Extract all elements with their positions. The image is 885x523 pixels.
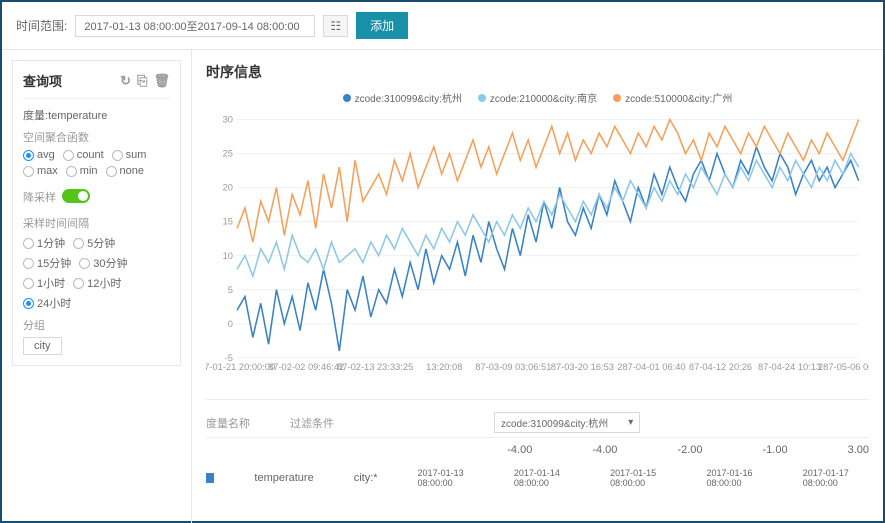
radio-min[interactable]: min xyxy=(66,165,98,177)
date-cell: 2017-01-15 08:00:00 xyxy=(610,468,676,488)
downsample-label: 降采样 xyxy=(23,189,56,205)
radio-count[interactable]: count xyxy=(63,149,104,161)
date-cell: 2017-01-17 08:00:00 xyxy=(803,468,869,488)
radio-none[interactable]: none xyxy=(106,165,144,177)
date-cell: 2017-01-16 08:00:00 xyxy=(706,468,772,488)
group-label: 分组 xyxy=(23,317,170,333)
radio-12小时[interactable]: 12小时 xyxy=(73,275,121,291)
svg-text:30: 30 xyxy=(223,115,233,125)
svg-text:87-04-24 10:13: 87-04-24 10:13 xyxy=(758,362,821,372)
refresh-icon[interactable]: ↻ xyxy=(120,73,131,89)
series-color-box xyxy=(206,473,214,483)
row-metric: temperature xyxy=(254,472,313,484)
svg-text:87-02-13 23:33:25: 87-02-13 23:33:25 xyxy=(337,362,413,372)
chart-title: 时序信息 xyxy=(206,62,869,82)
table-col-filter: 过滤条件 xyxy=(290,415,334,431)
radio-sum[interactable]: sum xyxy=(112,149,147,161)
query-panel-title: 查询项 xyxy=(23,71,62,90)
radio-24小时[interactable]: 24小时 xyxy=(23,295,71,311)
value-cell: -4.00 xyxy=(507,444,532,456)
svg-text:87-02-02 09:46:42: 87-02-02 09:46:42 xyxy=(268,362,344,372)
date-cell: 2017-01-13 08:00:00 xyxy=(418,468,484,488)
svg-text:287-05-06 00:00:00: 287-05-06 00:00:00 xyxy=(818,362,869,372)
legend-item[interactable]: zcode:310099&city:杭州 xyxy=(343,90,462,105)
line-chart: -505101520253017-01-21 20:00:0087-02-02 … xyxy=(206,109,869,389)
table-col-metric: 度量名称 xyxy=(206,415,250,431)
group-tag[interactable]: city xyxy=(23,337,62,355)
value-cell: -2.00 xyxy=(677,444,702,456)
svg-text:5: 5 xyxy=(228,285,233,295)
radio-1小时[interactable]: 1小时 xyxy=(23,275,65,291)
svg-text:15: 15 xyxy=(223,217,233,227)
svg-text:87-03-09 03:06:51: 87-03-09 03:06:51 xyxy=(475,362,551,372)
value-cell: -1.00 xyxy=(763,444,788,456)
time-range-label: 时间范围: xyxy=(16,17,67,34)
svg-text:87-03-20 16:53: 87-03-20 16:53 xyxy=(551,362,614,372)
legend-item[interactable]: zcode:210000&city:南京 xyxy=(478,90,597,105)
series-select[interactable]: zcode:310099&city:杭州▾ xyxy=(494,412,640,433)
add-button[interactable]: 添加 xyxy=(356,12,408,39)
radio-15分钟[interactable]: 15分钟 xyxy=(23,255,71,271)
chevron-down-icon: ▾ xyxy=(628,417,633,428)
svg-text:87-04-12 20:26: 87-04-12 20:26 xyxy=(689,362,752,372)
agg-label: 空间聚合函数 xyxy=(23,129,170,145)
svg-text:0: 0 xyxy=(228,319,233,329)
radio-30分钟[interactable]: 30分钟 xyxy=(79,255,127,271)
copy-icon[interactable]: ⎘ xyxy=(137,73,147,89)
interval-label: 采样时间间隔 xyxy=(23,215,170,231)
delete-icon[interactable]: 🗑 xyxy=(153,73,170,89)
radio-max[interactable]: max xyxy=(23,165,58,177)
svg-text:10: 10 xyxy=(223,251,233,261)
row-filter: city:* xyxy=(354,472,378,484)
date-cell: 2017-01-14 08:00:00 xyxy=(514,468,580,488)
legend-item[interactable]: zcode:510000&city:广州 xyxy=(613,90,732,105)
radio-avg[interactable]: avg xyxy=(23,149,55,161)
svg-text:287-04-01 06:40: 287-04-01 06:40 xyxy=(617,362,685,372)
svg-text:13:20:08: 13:20:08 xyxy=(426,362,462,372)
svg-text:20: 20 xyxy=(223,183,233,193)
svg-text:17-01-21 20:00:00: 17-01-21 20:00:00 xyxy=(206,362,275,372)
value-cell: -4.00 xyxy=(592,444,617,456)
metric-row: 度量:temperature xyxy=(23,107,170,123)
calendar-icon[interactable]: ☷ xyxy=(323,15,348,37)
value-cell: 3.00 xyxy=(848,444,869,456)
downsample-toggle[interactable] xyxy=(62,189,90,203)
date-range-input[interactable] xyxy=(75,15,315,37)
radio-1分钟[interactable]: 1分钟 xyxy=(23,235,65,251)
svg-text:25: 25 xyxy=(223,149,233,159)
radio-5分钟[interactable]: 5分钟 xyxy=(73,235,115,251)
